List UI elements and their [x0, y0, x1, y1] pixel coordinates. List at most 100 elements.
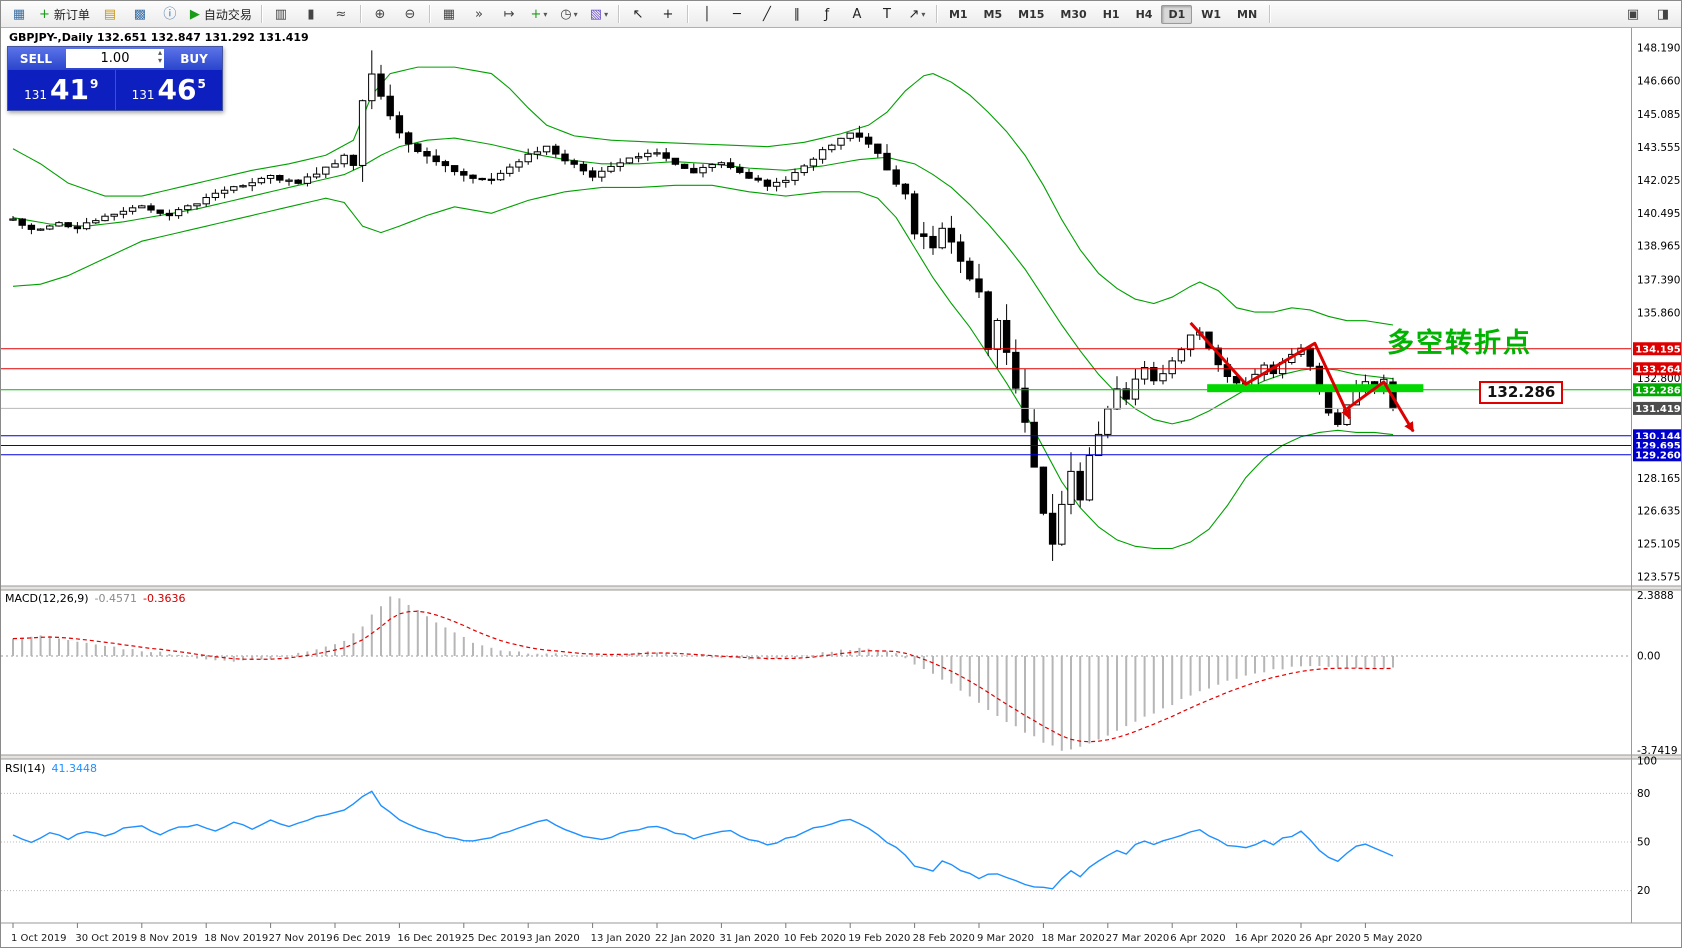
horizontal-level-lines[interactable] — [1, 348, 1631, 456]
profiles-icon: ▤ — [103, 6, 117, 22]
fibonacci-icon[interactable]: ƒ — [813, 3, 841, 25]
svg-text:13 Jan 2020: 13 Jan 2020 — [591, 933, 651, 944]
svg-text:129.260: 129.260 — [1635, 450, 1681, 461]
svg-text:6 Dec 2019: 6 Dec 2019 — [333, 933, 391, 944]
volume-input[interactable] — [84, 50, 146, 67]
tile-windows-icon[interactable]: ▦ — [435, 3, 463, 25]
new-order-button[interactable]: + 新订单 — [35, 3, 94, 25]
zoom-out-icon[interactable]: ⊖ — [396, 3, 424, 25]
trade-header-row: SELL ▴ ▾ BUY — [8, 47, 222, 70]
svg-text:132.286: 132.286 — [1635, 385, 1681, 396]
svg-text:0.00: 0.00 — [1637, 651, 1660, 663]
svg-text:123.575: 123.575 — [1637, 571, 1680, 583]
timeframe-h1[interactable]: H1 — [1102, 7, 1120, 21]
candles[interactable] — [9, 50, 1397, 561]
auto-scroll-icon: » — [474, 6, 483, 22]
svg-text:80: 80 — [1637, 788, 1650, 800]
svg-text:135.860: 135.860 — [1637, 307, 1680, 319]
indicators-icon[interactable]: + ▾ — [525, 3, 553, 25]
window-layout-icon: ▣ — [1626, 6, 1640, 22]
svg-text:126.635: 126.635 — [1637, 506, 1680, 518]
charts-stack-icon[interactable]: ▩ — [126, 3, 154, 25]
svg-text:8 Nov 2019: 8 Nov 2019 — [140, 933, 198, 944]
trend-arrows[interactable] — [1189, 321, 1415, 433]
chart-shift-icon: ↦ — [503, 6, 515, 22]
timeframe-m5[interactable]: M5 — [983, 7, 1003, 21]
horizontal-line-icon[interactable]: ─ — [723, 3, 751, 25]
periods-icon[interactable]: ◷ ▾ — [555, 3, 583, 25]
svg-text:145.085: 145.085 — [1637, 109, 1680, 121]
date-axis[interactable]: 1 Oct 2019 30 Oct 2019 8 Nov 2019 18 Nov 20… — [11, 923, 1422, 944]
macd-value-main: -0.4571 — [94, 592, 138, 605]
toolbar: ▦ + 新订单 ▤ ▩ ⓘ ▶ 自动交易 ▥ ▮ ≈ ⊕ ⊖ ▦» ↦ + ▾ ◷ ▾ ▧ ▾ ↖ + │ ─ ╱ ∥ ƒ A T ↗ ▾ M1… — [1, 1, 1681, 28]
candlestick-chart-icon[interactable]: ▮ — [297, 3, 325, 25]
cursor-icon[interactable]: ↖ — [624, 3, 652, 25]
chevron-down-icon: ▾ — [921, 9, 926, 19]
timeframe-m1[interactable]: M1 — [948, 7, 968, 21]
svg-text:30 Oct 2019: 30 Oct 2019 — [75, 933, 137, 944]
crosshair-icon[interactable]: + — [654, 3, 682, 25]
svg-text:138.965: 138.965 — [1637, 241, 1680, 253]
svg-text:128.165: 128.165 — [1637, 473, 1680, 485]
text-icon: A — [852, 6, 862, 22]
vertical-line-icon[interactable]: │ — [693, 3, 721, 25]
zoom-in-icon: ⊕ — [374, 6, 386, 22]
new-chart-icon[interactable]: ▦ — [5, 3, 33, 25]
price-level-callout[interactable]: 132.286 — [1479, 381, 1564, 404]
line-chart-icon[interactable]: ≈ — [327, 3, 355, 25]
svg-text:125.105: 125.105 — [1637, 539, 1680, 551]
svg-text:18 Nov 2019: 18 Nov 2019 — [204, 933, 268, 944]
cursor-icon: ↖ — [632, 6, 644, 22]
support-zone-bar[interactable] — [1207, 384, 1424, 393]
docking-icon[interactable]: ◨ — [1649, 3, 1677, 25]
buy-button[interactable]: BUY — [166, 47, 222, 70]
window-layout-icon[interactable]: ▣ — [1619, 3, 1647, 25]
auto-scroll-icon[interactable]: » — [465, 3, 493, 25]
macd-pane — [1, 596, 1631, 751]
rsi-value: 41.3448 — [51, 762, 97, 775]
chart-shift-icon[interactable]: ↦ — [495, 3, 523, 25]
svg-text:50: 50 — [1637, 837, 1650, 849]
text-label-icon[interactable]: T — [873, 3, 901, 25]
text-icon[interactable]: A — [843, 3, 871, 25]
macd-indicator-label: MACD(12,26,9) -0.4571 -0.3636 — [5, 592, 185, 605]
svg-text:129.695: 129.695 — [1635, 441, 1681, 452]
volume-up-icon[interactable]: ▴ — [157, 48, 162, 57]
trendline-icon[interactable]: ╱ — [753, 3, 781, 25]
periods-icon: ◷ — [560, 6, 572, 22]
sell-button[interactable]: SELL — [8, 47, 64, 70]
timeframe-d1[interactable]: D1 — [1161, 4, 1193, 24]
sell-price-prefix: 131 — [24, 88, 48, 102]
timeframe-w1[interactable]: W1 — [1201, 7, 1222, 21]
charts-stack-icon: ▩ — [133, 6, 147, 22]
svg-text:20: 20 — [1637, 885, 1650, 897]
svg-text:1 Oct 2019: 1 Oct 2019 — [11, 933, 66, 944]
profiles-icon[interactable]: ▤ — [96, 3, 124, 25]
svg-text:5 May 2020: 5 May 2020 — [1363, 933, 1422, 944]
timeframe-m30[interactable]: M30 — [1060, 7, 1087, 21]
info-icon[interactable]: ⓘ — [156, 3, 184, 25]
docking-icon: ◨ — [1656, 6, 1670, 22]
timeframe-m15[interactable]: M15 — [1018, 7, 1045, 21]
templates-icon[interactable]: ▧ ▾ — [585, 3, 613, 25]
volume-down-icon[interactable]: ▾ — [157, 56, 162, 65]
rsi-pane — [1, 790, 1631, 892]
zoom-in-icon[interactable]: ⊕ — [366, 3, 394, 25]
buy-price[interactable]: 131 46 5 — [116, 70, 223, 110]
svg-text:22 Jan 2020: 22 Jan 2020 — [655, 933, 715, 944]
channel-icon[interactable]: ∥ — [783, 3, 811, 25]
bull-bear-turning-point-annotation[interactable]: 多空转折点 — [1387, 328, 1532, 359]
line-chart-icon: ≈ — [335, 6, 347, 22]
svg-text:143.555: 143.555 — [1637, 142, 1680, 154]
autotrading-button-label: 自动交易 — [203, 7, 252, 22]
candlestick-chart-icon: ▮ — [307, 6, 315, 22]
arrows-tool-icon[interactable]: ↗ ▾ — [903, 3, 931, 25]
templates-icon: ▧ — [589, 6, 603, 22]
sell-price[interactable]: 131 41 9 — [8, 70, 116, 110]
bar-chart-icon[interactable]: ▥ — [267, 3, 295, 25]
timeframe-h4[interactable]: H4 — [1135, 7, 1153, 21]
timeframe-mn[interactable]: MN — [1237, 7, 1258, 21]
chevron-down-icon: ▾ — [604, 9, 609, 19]
autotrading-button[interactable]: ▶ 自动交易 — [186, 3, 256, 25]
